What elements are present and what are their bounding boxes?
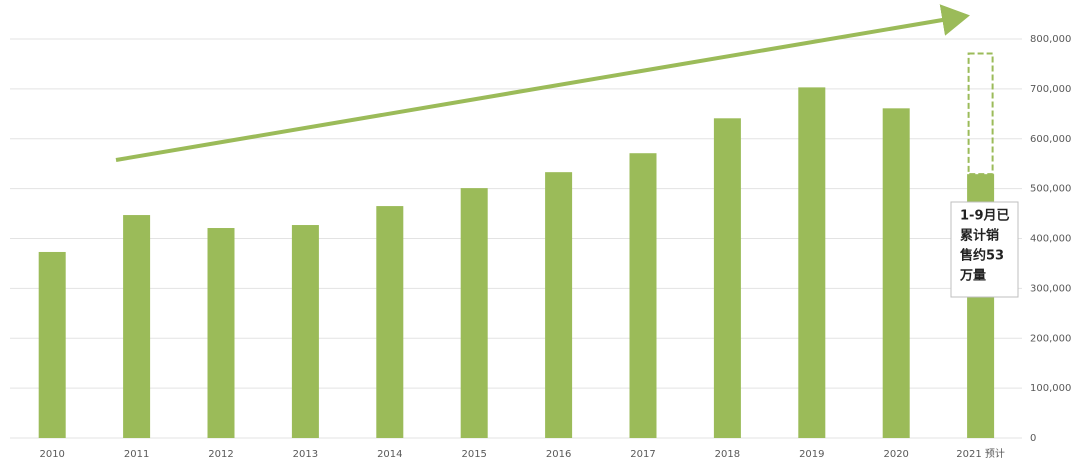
y-tick-label: 200,000: [1030, 333, 1071, 344]
bar: [38, 251, 66, 438]
x-tick-label: 2012: [208, 449, 233, 460]
forecast-bar: [967, 52, 994, 176]
y-tick-label: 600,000: [1030, 134, 1071, 145]
bar: [460, 188, 488, 438]
x-tick-label: 2015: [461, 449, 486, 460]
y-tick-label: 700,000: [1030, 84, 1071, 95]
y-tick-label: 800,000: [1030, 34, 1071, 45]
x-tick-label: 2016: [546, 449, 571, 460]
bar: [123, 215, 151, 438]
bar: [291, 225, 319, 438]
bar: [629, 153, 657, 438]
bar: [207, 228, 235, 438]
bar: [713, 118, 741, 439]
bar: [882, 108, 910, 439]
annotation-text: 1-9月已: [960, 209, 1010, 224]
x-tick-label: 2019: [799, 449, 824, 460]
x-tick-label: 2017: [630, 449, 655, 460]
x-tick-label: 2010: [39, 449, 64, 460]
x-tick-label: 2018: [715, 449, 740, 460]
annotation-text: 累计销: [960, 228, 999, 244]
plot: 0 100,000 200,000 300,000 400,000 500,000 600,…: [10, 34, 1071, 460]
x-tick-label: 2013: [293, 449, 318, 460]
bar: [798, 87, 826, 438]
annotation-text: 售约53: [960, 248, 1004, 264]
y-tick-label: 500,000: [1030, 184, 1071, 195]
bar: [376, 206, 404, 438]
bar: [545, 172, 573, 438]
annotation-text: 万量: [959, 269, 986, 284]
x-tick-label: 2020: [883, 449, 908, 460]
y-tick-label: 300,000: [1030, 283, 1071, 294]
annotation-box: [950, 201, 1019, 298]
y-tick-label: 100,000: [1030, 383, 1071, 394]
y-tick-label: 400,000: [1030, 234, 1071, 245]
x-tick-label: 2021 预计: [956, 447, 1005, 460]
y-tick-label: 0: [1030, 433, 1036, 444]
x-tick-label: 2014: [377, 449, 402, 460]
trend-arrow: [115, 4, 970, 162]
x-tick-label: 2011: [124, 449, 149, 460]
